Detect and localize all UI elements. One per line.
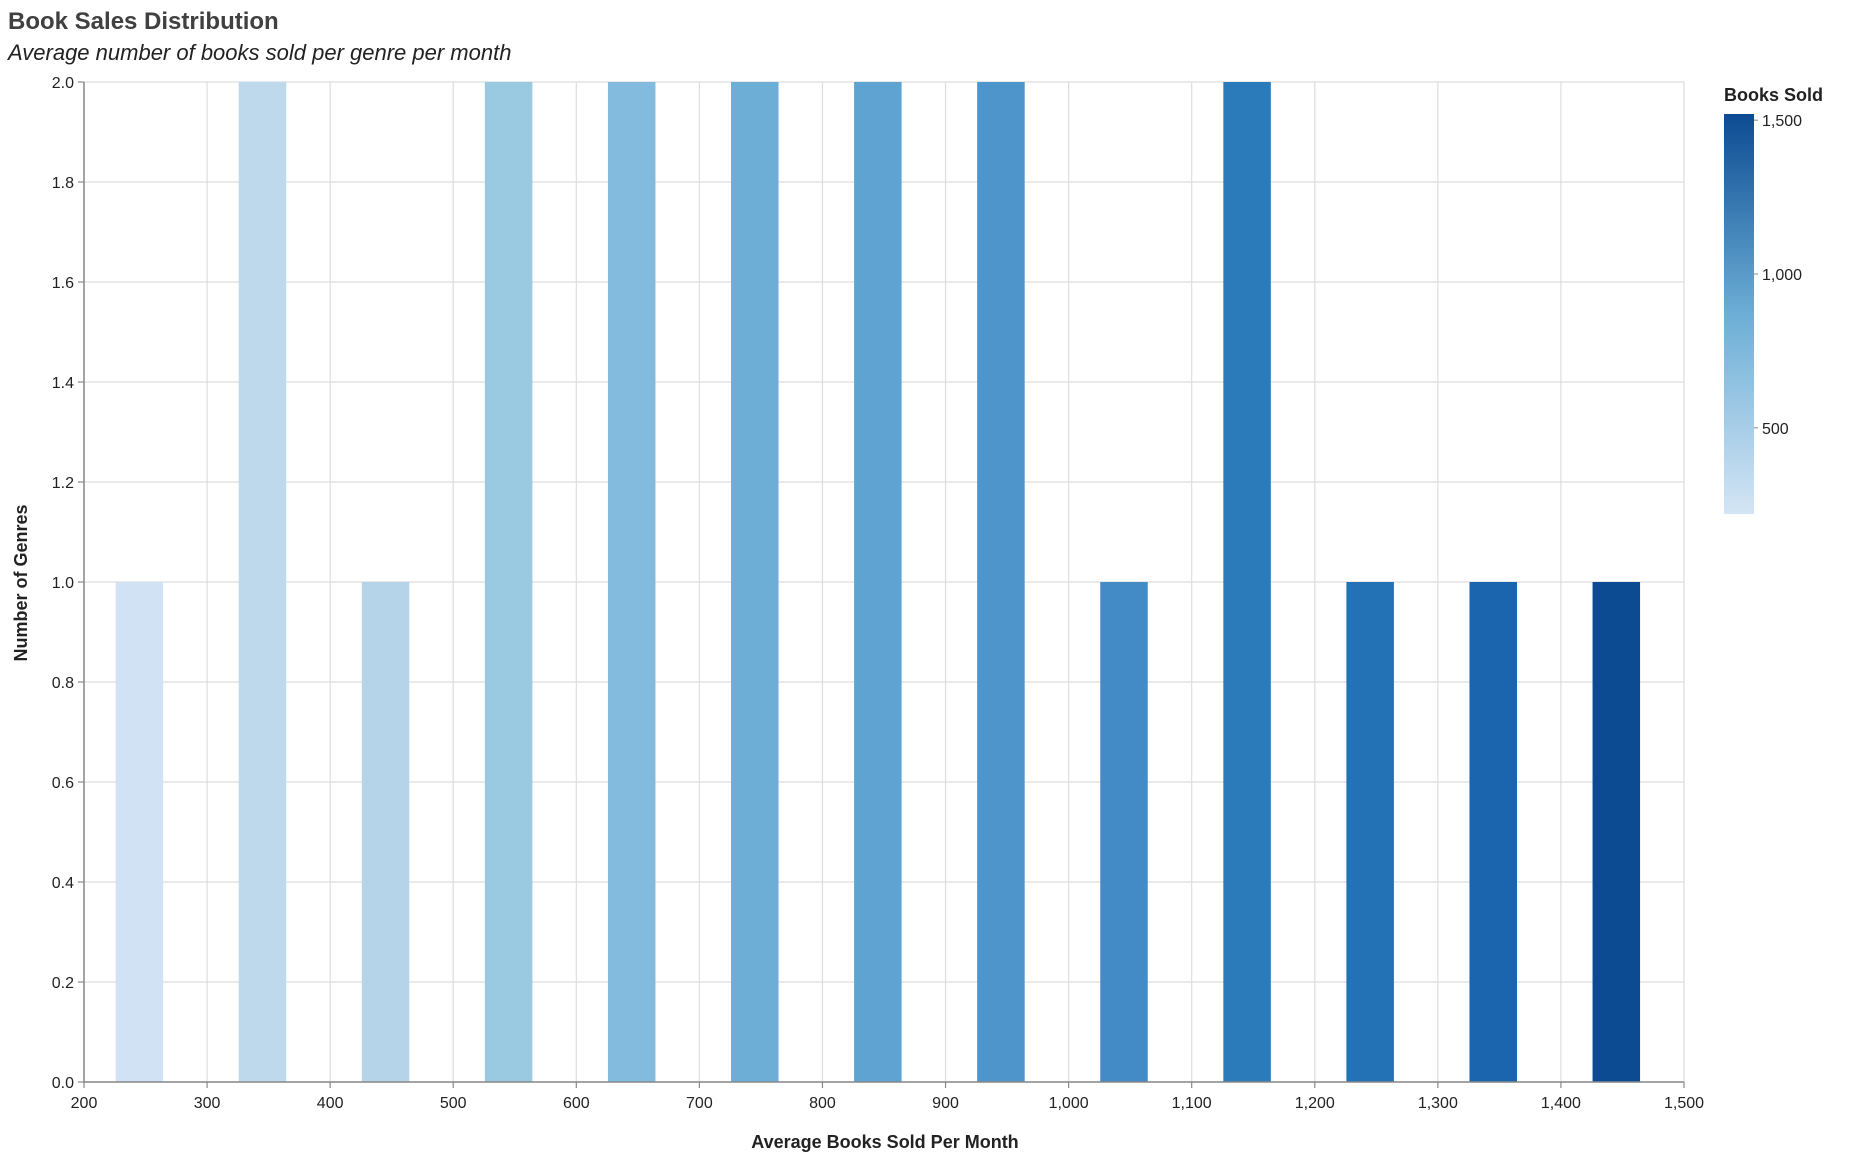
y-tick-label: 0.0 <box>52 1075 74 1092</box>
x-tick-label: 1,400 <box>1541 1095 1581 1112</box>
y-tick-label: 1.8 <box>52 175 74 192</box>
y-tick-label: 1.6 <box>52 275 74 292</box>
legend-tick-label: 500 <box>1762 421 1789 438</box>
x-tick-label: 1,300 <box>1418 1095 1458 1112</box>
y-tick-label: 0.8 <box>52 675 74 692</box>
y-tick-label: 1.4 <box>52 375 74 392</box>
x-tick-label: 400 <box>317 1095 344 1112</box>
x-tick-label: 800 <box>809 1095 836 1112</box>
chart-title: Book Sales Distribution <box>8 8 279 35</box>
histogram-bar <box>361 582 410 1082</box>
x-tick-label: 1,200 <box>1295 1095 1335 1112</box>
x-tick-label: 1,500 <box>1664 1095 1704 1112</box>
y-axis-title: Number of Genres <box>11 504 31 661</box>
histogram-bar <box>1346 582 1394 1082</box>
y-tick-label: 1.0 <box>52 575 74 592</box>
histogram-bar <box>115 582 164 1082</box>
x-tick-label: 200 <box>71 1095 98 1112</box>
bars <box>115 82 1641 1082</box>
x-tick-label: 1,000 <box>1049 1095 1089 1112</box>
histogram-bar <box>238 82 287 1082</box>
x-tick-label: 700 <box>686 1095 713 1112</box>
x-tick-label: 300 <box>194 1095 221 1112</box>
histogram-bar <box>1592 582 1641 1082</box>
histogram-bar <box>854 82 902 1082</box>
y-axis-ticks: 0.0 0.2 0.4 0.6 0.8 1.0 1.2 1.4 1.6 1.8 2.0 <box>52 75 84 1092</box>
histogram-bar <box>1223 82 1271 1082</box>
histogram-bar <box>977 82 1025 1082</box>
y-tick-label: 2.0 <box>52 75 74 92</box>
x-tick-label: 900 <box>932 1095 959 1112</box>
histogram-bar <box>731 82 779 1082</box>
histogram-bar <box>1469 582 1517 1082</box>
y-tick-label: 0.2 <box>52 975 74 992</box>
x-tick-label: 600 <box>563 1095 590 1112</box>
histogram-bar <box>607 82 656 1082</box>
legend-color-ramp <box>1724 114 1754 514</box>
y-tick-label: 0.4 <box>52 875 74 892</box>
legend-tick-label: 1,500 <box>1762 113 1802 130</box>
legend-ticks: 500 1,000 1,500 <box>1754 113 1802 438</box>
x-axis-title: Average Books Sold Per Month <box>751 1132 1018 1152</box>
histogram-bar <box>484 82 533 1082</box>
x-axis-ticks: 200 300 400 500 600 700 800 900 1,000 1,100 1,200 1… <box>71 1082 1704 1112</box>
legend-tick-label: 1,000 <box>1762 267 1802 284</box>
histogram-bar <box>1100 582 1148 1082</box>
legend: Books Sold 500 1,000 1,500 <box>1724 85 1823 514</box>
y-tick-label: 1.2 <box>52 475 74 492</box>
chart-subtitle: Average number of books sold per genre p… <box>6 40 511 65</box>
x-tick-label: 500 <box>440 1095 467 1112</box>
y-tick-label: 0.6 <box>52 775 74 792</box>
legend-title: Books Sold <box>1724 85 1823 105</box>
x-tick-label: 1,100 <box>1172 1095 1212 1112</box>
